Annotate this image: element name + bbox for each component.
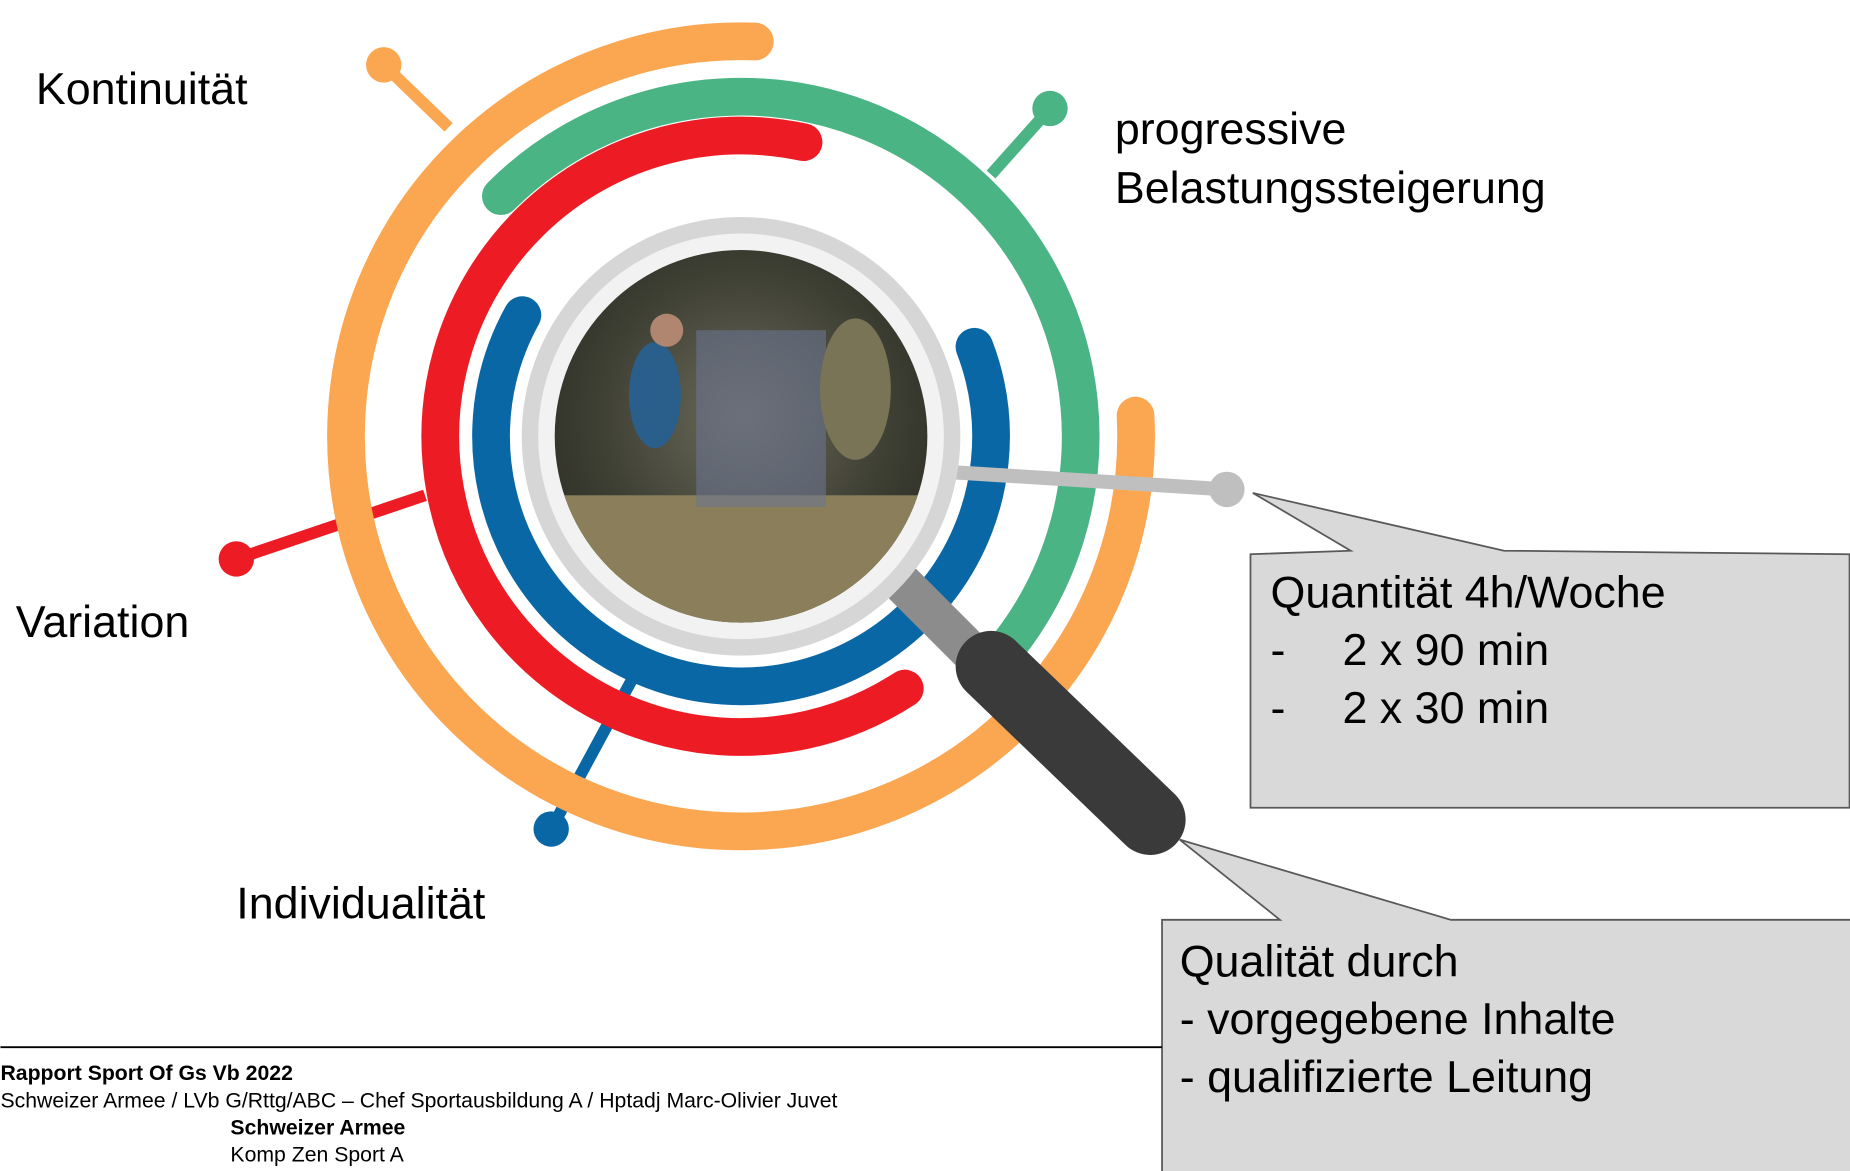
callout-title: Qualität durch: [1180, 936, 1459, 986]
callout-title: Quantität 4h/Woche: [1271, 567, 1666, 617]
footer-subtitle: Schweizer Armee / LVb G/Rttg/ABC – Chef …: [0, 1089, 837, 1112]
callout-item: 2 x 30 min: [1342, 683, 1549, 733]
bullet: -: [1271, 625, 1286, 675]
footer-title: Rapport Sport Of Gs Vb 2022: [0, 1062, 292, 1085]
callout-quantity: Quantität 4h/Woche - 2 x 90 min - 2 x 30…: [1250, 493, 1849, 808]
pin-dot: [366, 47, 401, 82]
pointer-dot: [1209, 472, 1244, 507]
label: Individualität: [236, 879, 486, 929]
callout-item: - vorgegebene Inhalte: [1180, 994, 1616, 1044]
pin: [236, 495, 425, 559]
pin-dot: [533, 811, 568, 846]
footer-unit: Komp Zen Sport A: [230, 1144, 404, 1167]
slide: Quantität 4h/Woche - 2 x 90 min - 2 x 30…: [0, 0, 1850, 1171]
label: Kontinuität: [36, 64, 248, 114]
callout-item: 2 x 90 min: [1342, 625, 1549, 675]
bullet: -: [1271, 683, 1286, 733]
label: Belastungssteigerung: [1115, 163, 1546, 213]
pin-dot: [219, 541, 254, 576]
label: Variation: [16, 597, 189, 647]
label: progressive: [1115, 104, 1347, 154]
pin-dot: [1032, 91, 1067, 126]
callout-quality: Qualität durch - vorgegebene Inhalte - q…: [1162, 840, 1850, 1171]
footer-org: Schweizer Armee: [230, 1116, 405, 1139]
callout-item: - qualifizierte Leitung: [1180, 1052, 1593, 1102]
